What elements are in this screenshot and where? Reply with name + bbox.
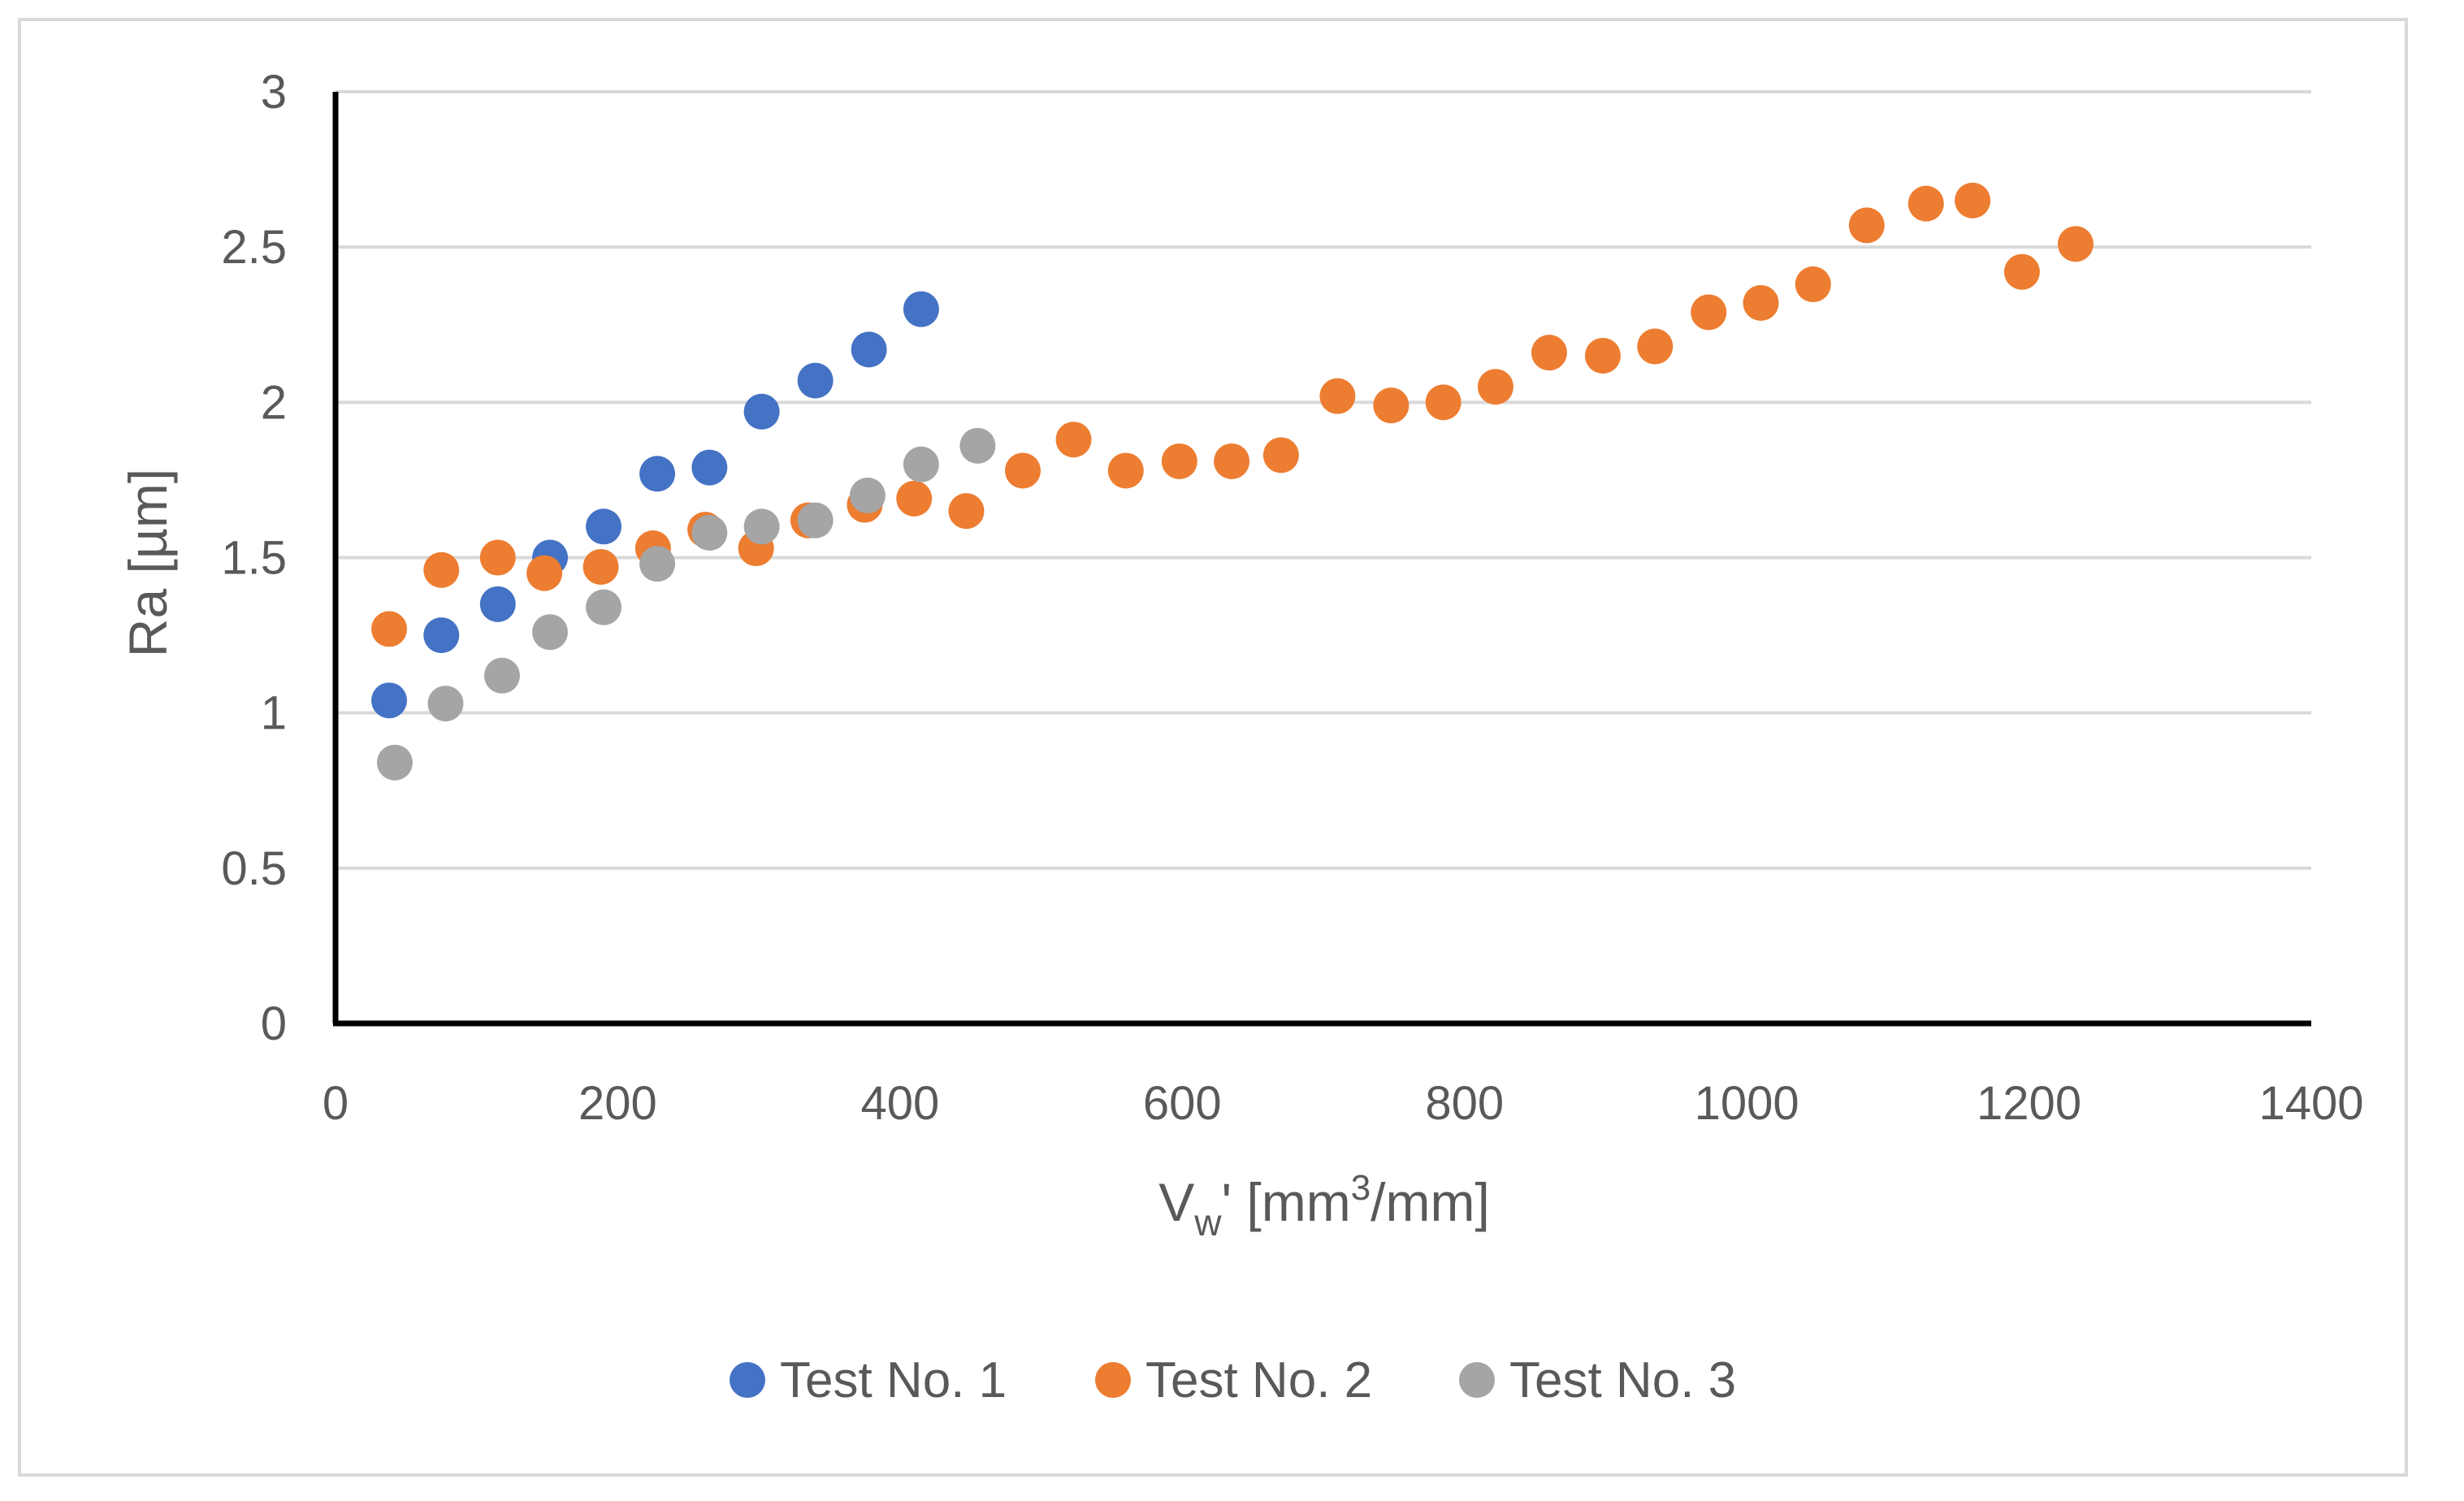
data-point bbox=[1319, 378, 1356, 414]
data-point bbox=[1477, 369, 1513, 405]
data-point bbox=[526, 555, 563, 591]
data-point bbox=[483, 657, 520, 694]
axes bbox=[332, 92, 2311, 1027]
data-point bbox=[1584, 337, 1621, 374]
y-tick-label: 1 bbox=[261, 687, 287, 740]
data-point bbox=[691, 449, 728, 486]
data-point bbox=[2057, 226, 2094, 262]
x-tick-label: 0 bbox=[323, 1077, 349, 1130]
data-point bbox=[2003, 253, 2040, 290]
data-point bbox=[1004, 452, 1041, 489]
data-point bbox=[479, 586, 516, 622]
data-point bbox=[423, 552, 460, 588]
data-point bbox=[479, 539, 516, 576]
data-point bbox=[896, 480, 933, 517]
data-point bbox=[1214, 443, 1250, 479]
data-point bbox=[371, 611, 408, 647]
data-point bbox=[1795, 266, 1831, 303]
data-point bbox=[1055, 422, 1092, 458]
data-point bbox=[797, 362, 834, 399]
data-point bbox=[639, 456, 676, 492]
data-point bbox=[586, 508, 622, 545]
x-tick-label: 200 bbox=[578, 1077, 657, 1130]
x-tick-label: 1400 bbox=[2258, 1077, 2363, 1130]
legend-label-test-3: Test No. 3 bbox=[1509, 1352, 1736, 1408]
data-point bbox=[582, 548, 619, 585]
data-point bbox=[371, 682, 408, 719]
data-point bbox=[1161, 443, 1197, 479]
data-point bbox=[586, 589, 622, 625]
data-point bbox=[1373, 387, 1410, 424]
data-point bbox=[1425, 384, 1462, 421]
data-point bbox=[1531, 335, 1567, 371]
data-point bbox=[851, 331, 887, 368]
x-tick-label: 1000 bbox=[1695, 1077, 1799, 1130]
data-point bbox=[743, 508, 780, 545]
data-point bbox=[903, 446, 939, 482]
y-tick-label: 0 bbox=[261, 997, 287, 1050]
data-point bbox=[1743, 284, 1779, 321]
data-point bbox=[959, 427, 996, 464]
data-point bbox=[1637, 328, 1674, 365]
x-tick-label: 600 bbox=[1143, 1077, 1222, 1130]
data-point bbox=[743, 393, 780, 430]
data-point bbox=[1908, 185, 1944, 222]
data-point bbox=[903, 291, 939, 327]
x-tick-labels: 0 200 400 600 800 1000 1200 1400 bbox=[323, 1077, 2364, 1130]
series-test-3 bbox=[376, 427, 996, 781]
data-point bbox=[849, 478, 886, 514]
y-tick-label: 2.5 bbox=[221, 221, 287, 274]
data-point bbox=[1262, 437, 1299, 474]
data-point bbox=[1955, 182, 1991, 218]
x-tick-label: 800 bbox=[1425, 1077, 1504, 1130]
data-point bbox=[948, 493, 985, 530]
y-axis-title: Ra [µm] bbox=[118, 469, 178, 657]
y-tick-label: 3 bbox=[261, 66, 287, 119]
legend-label-test-2: Test No. 2 bbox=[1145, 1352, 1372, 1408]
data-point bbox=[376, 744, 413, 781]
data-point bbox=[1107, 452, 1144, 489]
data-point bbox=[1691, 294, 1727, 331]
x-tick-label: 400 bbox=[860, 1077, 939, 1130]
legend-marker-test-1 bbox=[730, 1362, 765, 1398]
series-test-2 bbox=[371, 182, 2094, 647]
x-axis-title: Vw' [mm3/mm] bbox=[1158, 1168, 1490, 1244]
data-point bbox=[797, 502, 834, 539]
data-points bbox=[371, 182, 2094, 781]
data-point bbox=[427, 686, 464, 722]
data-point bbox=[691, 514, 728, 551]
legend: Test No. 1 Test No. 2 Test No. 3 bbox=[730, 1352, 1736, 1408]
y-tick-labels: 0 0.5 1 1.5 2 2.5 3 bbox=[221, 66, 287, 1050]
data-point bbox=[423, 617, 460, 654]
legend-label-test-1: Test No. 1 bbox=[780, 1352, 1007, 1408]
legend-marker-test-3 bbox=[1459, 1362, 1495, 1398]
y-tick-label: 2 bbox=[261, 376, 287, 429]
y-tick-label: 1.5 bbox=[221, 532, 287, 585]
data-point bbox=[1848, 207, 1885, 244]
data-point bbox=[639, 546, 676, 582]
data-point bbox=[532, 614, 569, 651]
legend-marker-test-2 bbox=[1095, 1362, 1131, 1398]
y-tick-label: 0.5 bbox=[221, 842, 287, 895]
x-tick-label: 1200 bbox=[1977, 1077, 2081, 1130]
gridlines bbox=[336, 90, 2311, 870]
